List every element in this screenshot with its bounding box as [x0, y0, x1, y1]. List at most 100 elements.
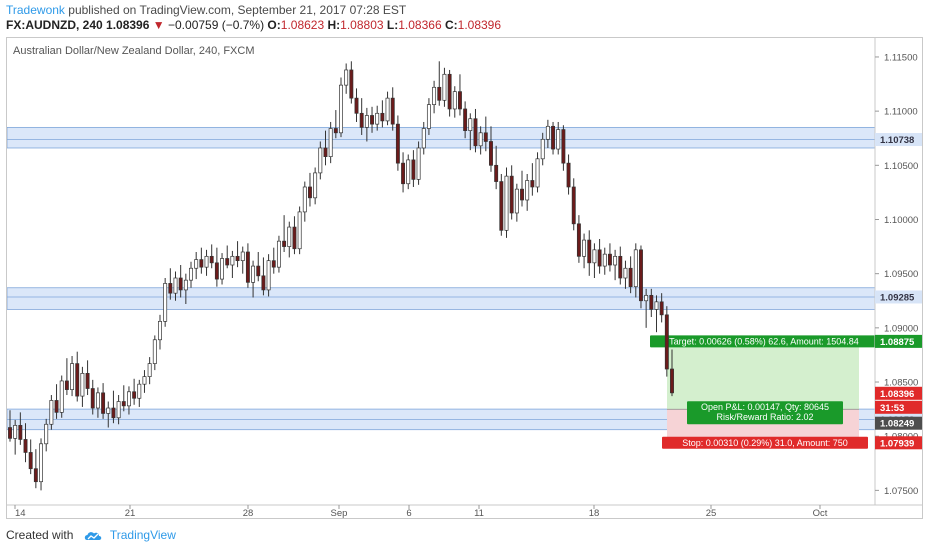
- candle: [576, 215, 581, 263]
- candle-body: [142, 376, 147, 385]
- x-tick-label: Sep: [331, 508, 348, 518]
- candle: [214, 247, 219, 287]
- tradingview-link[interactable]: TradingView: [109, 528, 176, 542]
- candle: [183, 273, 188, 305]
- axis-price-label-bg: [875, 416, 922, 430]
- candle-body: [209, 255, 214, 264]
- candle-body: [592, 249, 597, 264]
- close-value: 1.08396: [457, 18, 502, 32]
- zone-box: [7, 287, 876, 310]
- candle-body: [370, 115, 374, 125]
- x-tick-label: 11: [474, 508, 484, 518]
- candle: [504, 167, 509, 238]
- candlestick-chart[interactable]: Target: 0.00626 (0.58%) 62.6, Amount: 15…: [7, 38, 922, 518]
- y-tick-label: 1.09500: [884, 269, 918, 280]
- axis-price-label-text: 1.08875: [880, 337, 915, 348]
- candle-body: [225, 258, 230, 266]
- candle-body: [178, 277, 183, 291]
- y-tick-label: 1.11000: [884, 107, 918, 118]
- candle: [194, 251, 199, 280]
- candle-body: [59, 380, 64, 413]
- candle-body: [613, 255, 618, 266]
- tradingview-logo-icon: [84, 532, 101, 540]
- x-tick-label: 14: [15, 508, 26, 518]
- pnl-label-bg: [687, 401, 843, 425]
- candle: [95, 387, 100, 418]
- candle: [370, 106, 374, 133]
- candle-body: [344, 69, 349, 86]
- low-value: 1.08366: [398, 18, 442, 32]
- position-layer: Target: 0.00626 (0.58%) 62.6, Amount: 15…: [650, 335, 878, 449]
- candle-body: [421, 128, 426, 149]
- candle: [566, 154, 571, 195]
- y-tick-label: 1.10500: [884, 161, 918, 172]
- candle-body: [240, 251, 245, 262]
- candle-body: [199, 259, 204, 268]
- candle-body: [644, 294, 649, 302]
- x-tick-label: 25: [706, 508, 717, 518]
- chart-title: Australian Dollar/New Zealand Dollar, 24…: [13, 45, 255, 57]
- axis-price-label: 1.08249: [875, 416, 922, 430]
- candle: [18, 412, 23, 445]
- axis-price-label-bg: [875, 386, 922, 400]
- candle-body: [628, 267, 633, 288]
- candle-body: [276, 240, 281, 268]
- axis-price-label-text: 1.08249: [880, 419, 914, 430]
- pnl-label-text: Open P&L: 0.00147, Qty: 80645: [701, 402, 829, 412]
- candle: [23, 423, 28, 463]
- candle: [628, 256, 633, 294]
- axis-price-label-text: 1.07939: [880, 438, 914, 449]
- candle: [8, 410, 12, 442]
- candle: [639, 245, 643, 309]
- x-tick-label: 21: [125, 508, 136, 518]
- candle: [664, 306, 669, 377]
- high-label: H:: [327, 18, 341, 32]
- candle-body: [499, 181, 504, 231]
- candle: [375, 105, 380, 131]
- candle: [204, 249, 209, 276]
- author-link[interactable]: Tradewonk: [6, 3, 65, 17]
- candle-body: [664, 314, 669, 370]
- candle-body: [106, 407, 111, 414]
- candle: [178, 264, 183, 298]
- candle: [463, 101, 468, 139]
- candle-body: [354, 97, 359, 114]
- candle-body: [271, 260, 276, 268]
- candle-body: [587, 239, 592, 264]
- axis-price-label-bg: [875, 400, 922, 414]
- candle-body: [101, 392, 106, 414]
- candle: [468, 113, 473, 151]
- candle: [613, 249, 618, 281]
- footer: Created with TradingView: [6, 528, 176, 542]
- candle-body: [75, 363, 80, 397]
- candle: [287, 221, 292, 258]
- candle-body: [520, 188, 524, 201]
- candle-body: [463, 108, 468, 131]
- candle: [364, 107, 369, 142]
- candle-body: [483, 132, 488, 142]
- chart-frame[interactable]: Target: 0.00626 (0.58%) 62.6, Amount: 15…: [6, 37, 923, 519]
- candle-body: [189, 267, 193, 281]
- candle-body: [33, 468, 38, 483]
- candle-body: [473, 118, 478, 147]
- zone-price-label-text: 1.10738: [880, 135, 914, 146]
- x-tick-label: 18: [589, 508, 600, 518]
- candle-body: [494, 164, 499, 182]
- candle-body: [525, 180, 530, 201]
- candle-body: [13, 425, 18, 439]
- candle-body: [602, 253, 607, 267]
- candle-body: [313, 172, 318, 199]
- candle-body: [339, 84, 343, 134]
- candle: [489, 126, 493, 172]
- candle: [520, 170, 524, 207]
- candle-body: [261, 275, 266, 291]
- candle-body: [432, 86, 437, 105]
- candle-body: [478, 132, 483, 147]
- price-labels-layer: 1.107381.092851.081531.088751.0839631:53…: [875, 133, 922, 450]
- open-label: O:: [267, 18, 281, 32]
- candle-body: [566, 162, 571, 188]
- candle: [235, 241, 240, 268]
- candle: [147, 357, 152, 385]
- candle-body: [535, 158, 540, 188]
- candle-body: [137, 383, 142, 399]
